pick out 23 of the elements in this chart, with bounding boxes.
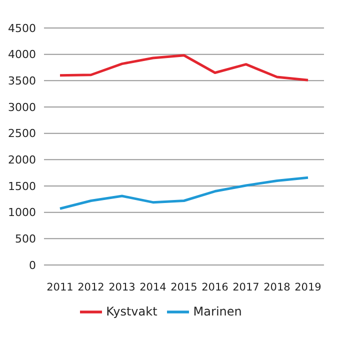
x-tick-label: 2016 [202,281,229,294]
y-tick-label: 3000 [8,100,36,114]
y-tick-label: 500 [15,232,36,246]
x-tick-label: 2012 [78,281,104,294]
legend-label: Marinen [193,304,242,318]
y-tick-label: 3500 [8,74,36,88]
x-tick-label: 2013 [108,281,136,294]
y-tick-label: 1500 [8,180,36,193]
y-tick-label: 1000 [8,206,36,220]
x-tick-label: 2015 [170,281,198,294]
x-tick-label: 2018 [264,281,290,294]
line-series [58,54,310,82]
y-tick-label: 0 [29,258,36,272]
y-tick-label: 4500 [8,22,36,35]
x-tick-label: 2017 [232,281,260,294]
legend-label: Kystvakt [106,304,158,318]
line-series [58,176,310,210]
x-tick-label: 2019 [294,281,322,294]
y-tick-label: 2000 [8,154,36,167]
y-tick-label: 2500 [8,127,36,140]
y-tick-label: 4000 [8,48,36,62]
x-tick-label: 2011 [46,281,74,294]
x-tick-label: 2014 [140,281,167,294]
